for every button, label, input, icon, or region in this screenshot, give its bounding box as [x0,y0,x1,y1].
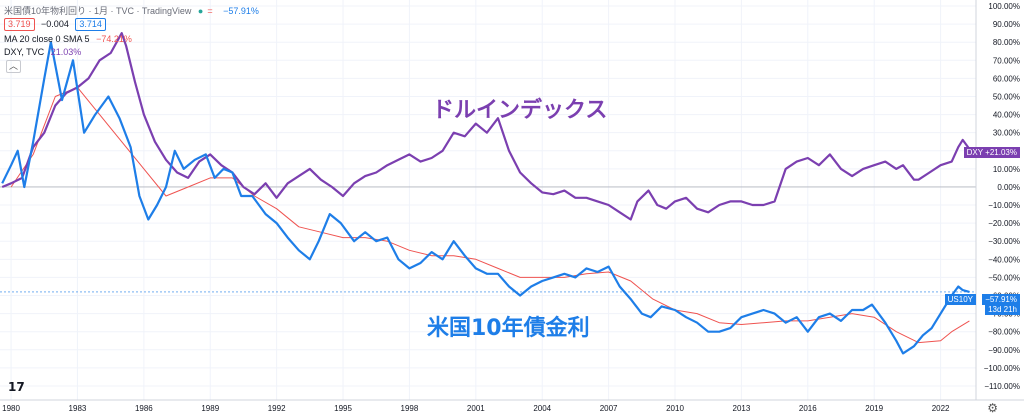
y-tick-label: −50.00% [988,273,1020,282]
y-tick-label: 40.00% [993,111,1020,120]
dxy-annotation: ドルインデックス [432,98,608,123]
y-tick-label: 0.00% [997,183,1020,192]
ma-legend[interactable]: MA 20 close 0 SMA 5 −74.21% [4,34,136,44]
series-line-us10y[interactable] [1,41,970,355]
x-tick-label: 2010 [666,404,684,413]
change-percent: −57.91% [223,6,259,16]
y-tick-label: 10.00% [993,165,1020,174]
x-tick-label: 2007 [600,404,618,413]
series-line-dxy[interactable] [1,31,971,221]
x-tick-label: 1983 [69,404,87,413]
dxy-label: DXY, TVC [4,47,45,57]
dxy-price-tag: DXY +21.03% [963,147,1020,158]
y-tick-label: −10.00% [988,201,1020,210]
x-tick-label: 2013 [733,404,751,413]
x-tick-label: 2004 [533,404,551,413]
y-tick-label: 80.00% [993,38,1020,47]
y-tick-label: 70.00% [993,56,1020,65]
series-line-ma[interactable] [10,86,970,344]
tradingview-logo: 𝟭𝟳 [8,380,25,394]
y-tick-label: −110.00% [984,382,1020,391]
ma-value: −74.21% [96,34,132,44]
y-tick-label: 50.00% [993,92,1020,101]
x-tick-label: 1995 [334,404,352,413]
y-tick-label: 30.00% [993,129,1020,138]
x-tick-label: 2016 [799,404,817,413]
ma-label: MA 20 close 0 SMA 5 [4,34,90,44]
y-tick-label: −90.00% [988,346,1020,355]
chart-header: 米国債10年物利回り · 1月 · TVC · TradingView ● = −… [4,4,263,17]
y-tick-label: 60.00% [993,74,1020,83]
dxy-value: 21.03% [50,47,82,57]
ask-box[interactable]: 3.714 [75,18,106,31]
y-tick-label: 100.00% [988,2,1020,11]
dxy-legend[interactable]: DXY, TVC 21.03% [4,47,85,57]
x-tick-label: 2001 [467,404,485,413]
x-tick-label: 1998 [401,404,419,413]
y-tick-label: −80.00% [988,328,1020,337]
gear-icon[interactable]: ⚙ [987,401,998,415]
x-tick-label: 2022 [932,404,950,413]
x-tick-label: 1992 [268,404,286,413]
quote-row: 3.719 −0.004 3.714 [4,18,110,31]
x-tick-label: 1986 [135,404,153,413]
y-tick-label: −100.00% [984,364,1020,373]
y-tick-label: −40.00% [988,255,1020,264]
y-tick-label: 90.00% [993,20,1020,29]
countdown-tag: 13d 21h [985,304,1020,315]
us10y-price-tag: −57.91% [982,294,1020,305]
y-tick-label: −20.00% [988,219,1020,228]
us10y-annotation: 米国10年債金利 [427,316,590,341]
x-tick-label: 1980 [2,404,20,413]
chevron-up-icon[interactable]: ︿ [6,60,21,73]
bid-box[interactable]: 3.719 [4,18,35,31]
symbol-title[interactable]: 米国債10年物利回り · 1月 · TVC · TradingView [4,6,192,16]
y-tick-label: −30.00% [988,237,1020,246]
us10y-name-tag: US10Y [944,294,976,305]
change-value: −0.004 [41,19,69,29]
x-tick-label: 2019 [865,404,883,413]
market-status-icon: ● = [197,6,213,16]
x-tick-label: 1989 [201,404,219,413]
